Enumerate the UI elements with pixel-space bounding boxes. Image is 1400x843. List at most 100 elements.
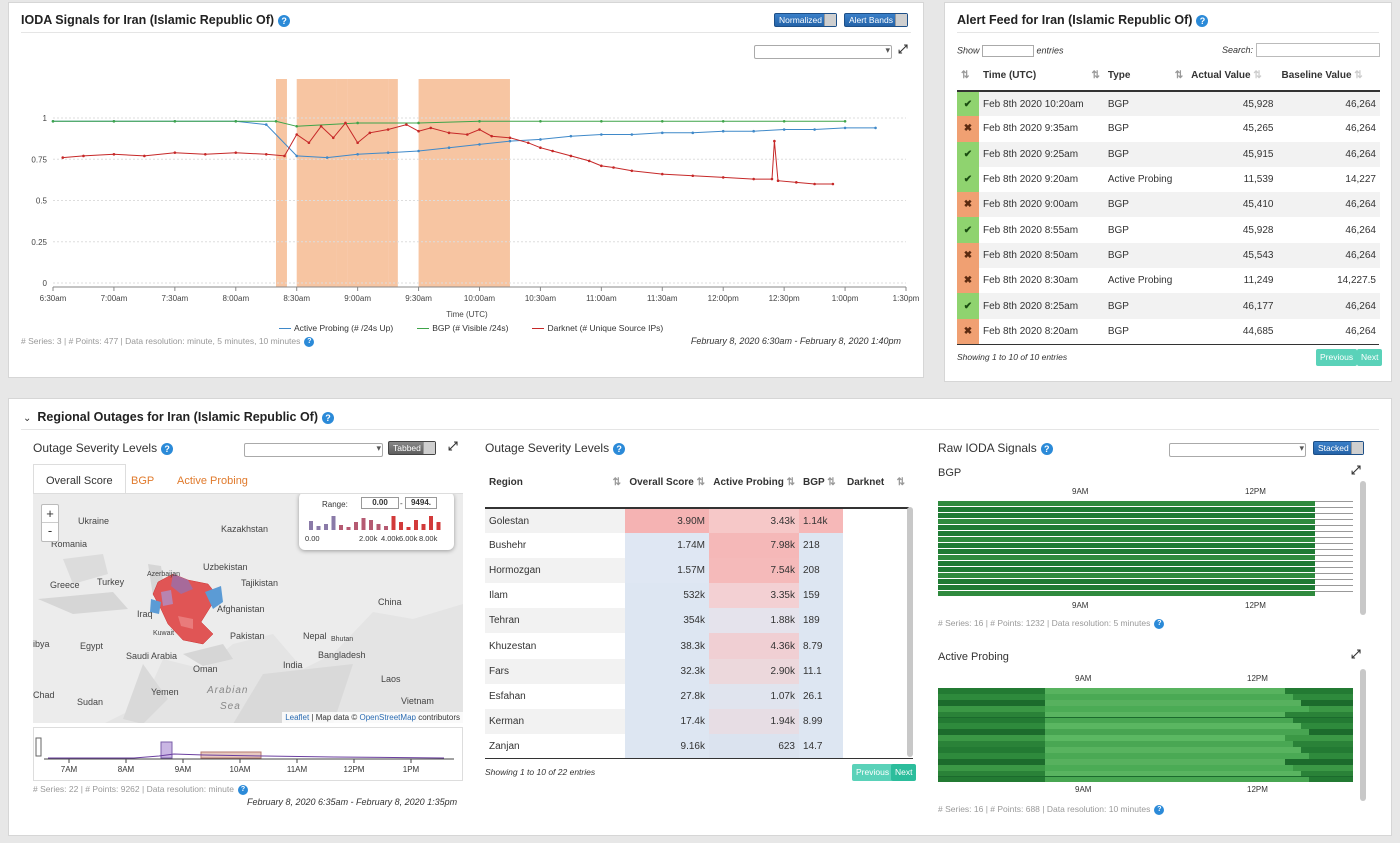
active-probing-heatmap[interactable] — [938, 688, 1353, 782]
tabbed-toggle[interactable]: Tabbed — [388, 441, 436, 455]
col-bgp[interactable]: BGP ⇅ — [799, 458, 843, 509]
range-min-input[interactable]: 0.00 — [361, 497, 399, 509]
alert-row[interactable]: ✖ Feb 8th 2020 8:20am BGP 44,685 46,264 — [957, 318, 1380, 344]
severity-title-row: Outage Severity Levels? — [485, 441, 626, 456]
leaflet-link[interactable]: Leaflet — [285, 713, 310, 722]
normalized-toggle[interactable]: Normalized — [774, 13, 837, 27]
help-icon[interactable]: ? — [161, 443, 174, 456]
region-name: Golestan — [485, 508, 625, 534]
overall-score: 1.74M — [625, 533, 709, 559]
iran-region-golestan[interactable] — [171, 574, 193, 594]
alert-baseline: 46,264 — [1277, 91, 1380, 117]
expand-icon[interactable]: ⤢ — [448, 439, 458, 453]
col-baseline[interactable]: Baseline Value ⇅ — [1277, 61, 1380, 92]
expand-icon[interactable]: ⤢ — [1351, 647, 1361, 661]
help-icon[interactable]: ? — [1154, 804, 1165, 815]
help-icon[interactable]: ? — [1196, 15, 1209, 28]
expand-icon[interactable]: ⤢ — [1351, 463, 1361, 477]
raw-scrollbar[interactable] — [1360, 669, 1366, 801]
col-type[interactable]: Type ⇅ — [1103, 61, 1188, 92]
alert-row[interactable]: ✖ Feb 8th 2020 8:50am BGP 45,543 46,264 — [957, 242, 1380, 269]
col-actual[interactable]: Actual Value ⇅ — [1187, 61, 1278, 92]
series-point — [508, 136, 512, 140]
legend-bgp[interactable]: BGP (# Visible /24s) — [417, 323, 508, 333]
map-select[interactable] — [244, 443, 383, 457]
col-status[interactable]: ⇅ — [957, 61, 979, 92]
alert-row[interactable]: ✖ Feb 8th 2020 8:30am Active Probing 11,249… — [957, 268, 1380, 294]
alert-row[interactable]: ✖ Feb 8th 2020 9:00am BGP 45,410 46,264 — [957, 192, 1380, 218]
series-point — [295, 133, 299, 136]
alert-baseline: 46,264 — [1277, 293, 1380, 319]
collapse-icon[interactable]: ⌄ — [23, 413, 32, 424]
outage-map[interactable]: Ukraine Kazakhstan Romania Uzbekistan Gr… — [33, 493, 463, 723]
legend-darknet[interactable]: Darknet (# Unique Source IPs) — [532, 323, 663, 333]
region-row[interactable]: Golestan 3.90M 3.43k 1.14k — [485, 508, 909, 534]
signals-title: IODA Signals for Iran (Islamic Republic … — [21, 13, 275, 27]
region-row[interactable]: Tehran 354k 1.88k 189 — [485, 608, 909, 634]
alert-row[interactable]: ✔ Feb 8th 2020 8:25am BGP 46,177 46,264 — [957, 293, 1380, 319]
alert-row[interactable]: ✔ Feb 8th 2020 9:25am BGP 45,915 46,264 — [957, 141, 1380, 167]
next-button[interactable]: Next — [891, 764, 917, 781]
iran-region-khorasan[interactable] — [205, 586, 223, 609]
alert-bands-toggle[interactable]: Alert Bands — [844, 13, 908, 27]
zoom-out-button[interactable]: - — [47, 523, 53, 538]
alert-row[interactable]: ✔ Feb 8th 2020 8:55am BGP 45,928 46,264 — [957, 217, 1380, 243]
tab-active-probing[interactable]: Active Probing — [177, 475, 248, 487]
tab-bgp[interactable]: BGP — [131, 475, 155, 487]
series-point — [112, 120, 116, 123]
map-timeline[interactable]: 7AM 8AM 9AM 10AM 11AM 12PM 1PM — [33, 727, 463, 781]
entries-select[interactable] — [982, 45, 1035, 57]
range-max-input[interactable]: 9494. — [405, 497, 437, 509]
help-icon[interactable]: ? — [304, 336, 315, 347]
legend-active-probing[interactable]: Active Probing (# /24s Up) — [279, 323, 393, 333]
region-row[interactable]: Esfahan 27.8k 1.07k 26.1 — [485, 683, 909, 709]
raw-select[interactable] — [1169, 443, 1306, 457]
region-row[interactable]: Fars 32.3k 2.90k 11.1 — [485, 658, 909, 684]
region-row[interactable]: Bushehr 1.74M 7.98k 218 — [485, 533, 909, 559]
help-icon[interactable]: ? — [278, 15, 291, 28]
black-sea — [63, 554, 108, 584]
iran-region-esfahan[interactable] — [178, 616, 193, 629]
iran-region-zanjan[interactable] — [161, 590, 173, 606]
osm-link[interactable]: OpenStreetMap — [359, 713, 416, 722]
alert-row[interactable]: ✔ Feb 8th 2020 9:20am Active Probing 11,539… — [957, 166, 1380, 193]
previous-button[interactable]: Previous — [1316, 349, 1358, 366]
search-input[interactable] — [1256, 43, 1380, 57]
help-icon[interactable]: ? — [322, 412, 334, 425]
col-region[interactable]: Region ⇅ — [485, 458, 625, 509]
iran-region-kurdistan[interactable] — [150, 599, 161, 614]
darknet-score — [843, 708, 909, 734]
previous-button[interactable]: Previous — [852, 764, 894, 781]
stacked-toggle[interactable]: Stacked — [1313, 441, 1364, 455]
help-icon[interactable]: ? — [1154, 618, 1165, 629]
bgp-heatmap[interactable] — [938, 501, 1353, 597]
alert-row[interactable]: ✔ Feb 8th 2020 10:20am BGP 45,928 46,264 — [957, 91, 1380, 117]
col-time[interactable]: Time (UTC) ⇅ — [979, 61, 1104, 92]
region-row[interactable]: Kerman 17.4k 1.94k 8.99 — [485, 708, 909, 734]
help-icon[interactable]: ? — [1040, 443, 1053, 456]
region-row[interactable]: Khuzestan 38.3k 4.36k 8.79 — [485, 633, 909, 659]
col-active-probing[interactable]: Active Probing ⇅ — [709, 458, 799, 509]
region-row[interactable]: Ilam 532k 3.35k 159 — [485, 583, 909, 609]
region-row[interactable]: Hormozgan 1.57M 7.54k 208 — [485, 558, 909, 584]
alert-feed-title: Alert Feed for Iran (Islamic Republic Of… — [957, 13, 1193, 27]
heatmap-gap — [1315, 573, 1353, 578]
map-label-oman: Oman — [193, 664, 218, 674]
expand-icon[interactable]: ⤢ — [898, 42, 908, 56]
series-select[interactable] — [754, 45, 892, 59]
alert-row[interactable]: ✖ Feb 8th 2020 9:35am BGP 45,265 46,264 — [957, 116, 1380, 142]
raw-scrollbar[interactable] — [1360, 481, 1366, 615]
col-overall-score[interactable]: Overall Score ⇅ — [625, 458, 709, 509]
heatmap-gap — [1315, 507, 1353, 512]
zoom-in-button[interactable]: + — [42, 505, 58, 523]
severity-footer: Showing 1 to 10 of 22 entries — [485, 767, 596, 777]
region-row[interactable]: Zanjan 9.16k 623 14.7 — [485, 733, 909, 759]
help-icon[interactable]: ? — [613, 443, 626, 456]
range-legend[interactable]: Range: 0.00 - 9494. 0.00 2.00k 4.00k 6.0… — [299, 494, 454, 550]
table-scrollbar[interactable] — [907, 507, 913, 757]
col-darknet[interactable]: Darknet ⇅ — [843, 458, 909, 509]
alert-actual: 44,685 — [1242, 325, 1274, 337]
tab-overall-score[interactable]: Overall Score — [33, 464, 126, 498]
help-icon[interactable]: ? — [237, 784, 248, 795]
next-button[interactable]: Next — [1357, 349, 1383, 366]
